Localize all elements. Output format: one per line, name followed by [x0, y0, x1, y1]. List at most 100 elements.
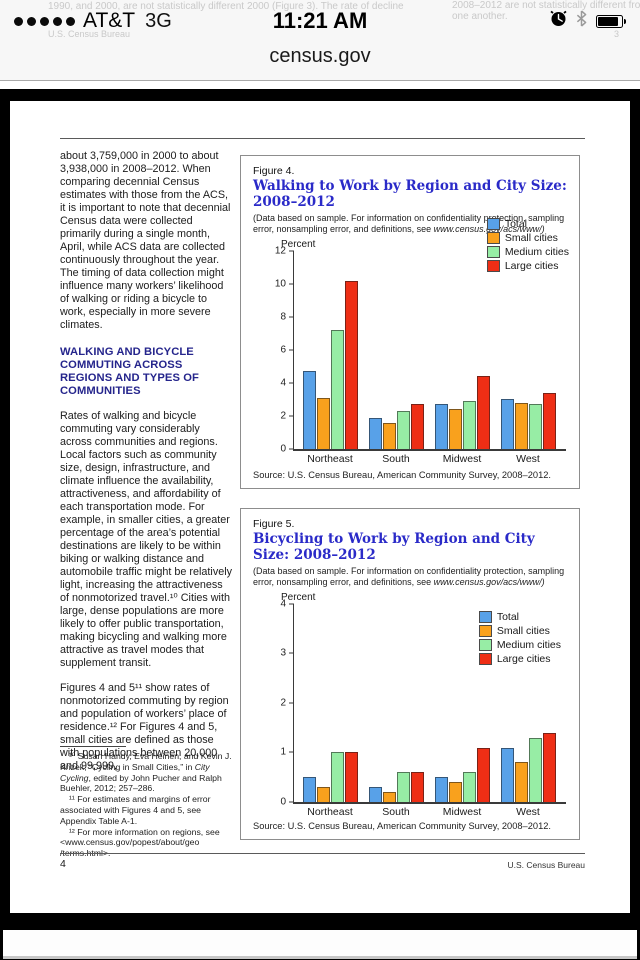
x-axis-label: West: [516, 452, 540, 465]
legend-item: Total: [486, 218, 569, 230]
x-axis-label: Northeast: [307, 452, 353, 465]
figure-note: (Data based on sample. For information o…: [253, 565, 565, 587]
bar-small-cities-midwest: [449, 409, 462, 449]
y-axis-title: Percent: [281, 591, 316, 603]
x-axis-labels: Northeast South Midwest West: [293, 451, 565, 465]
y-axis-tick: 2: [258, 410, 294, 421]
y-axis-tick: 10: [258, 278, 294, 289]
bar-medium-cities-midwest: [463, 772, 476, 802]
legend-swatch: [478, 653, 492, 665]
legend-swatch: [486, 260, 500, 272]
background-text-fragment: 1990, and 2000, are not statistically di…: [48, 1, 245, 12]
chart-legend: Total Small cities Medium cities Large citi…: [478, 611, 561, 665]
figure-label: Figure 5.: [253, 518, 295, 530]
browser-chrome: 1990, and 2000, are not statistically di…: [0, 0, 640, 81]
background-text-fragment: 2008–2012 are not statistically differen…: [452, 0, 640, 11]
legend-label: Large cities: [496, 653, 551, 665]
y-axis-tick: 0: [258, 796, 294, 807]
paragraph: Rates of walking and bicycle commuting v…: [60, 410, 233, 669]
bar-group-midwest: [433, 251, 493, 449]
bar-total-west: [501, 747, 514, 802]
network-type-label: 3G: [145, 9, 172, 32]
legend-item: Medium cities: [478, 639, 561, 651]
background-text-fragment: 2000 (Figure 3). The rate of decline: [247, 1, 404, 12]
legend-item: Large cities: [478, 653, 561, 665]
figure-label: Figure 4.: [253, 165, 295, 177]
legend-label: Large cities: [504, 260, 559, 272]
pdf-document-page: about 3,759,000 in 2000 to about 3,938,0…: [10, 101, 630, 913]
chart-legend: Total Small cities Medium cities Large citi…: [486, 218, 569, 272]
bar-total-midwest: [435, 777, 448, 802]
site-title[interactable]: census.gov: [269, 45, 371, 67]
legend-label: Small cities: [496, 625, 550, 637]
legend-label: Medium cities: [504, 246, 569, 258]
footer-publisher: U.S. Census Bureau: [507, 860, 585, 870]
legend-item: Large cities: [486, 260, 569, 272]
bar-medium-cities-west: [529, 404, 542, 449]
bar-total-south: [369, 417, 382, 449]
bluetooth-icon: [576, 10, 587, 32]
paragraph: about 3,759,000 in 2000 to about 3,938,0…: [60, 150, 231, 331]
footnotes: ¹⁰ Susan Handy, Eva Heinen, and Kevin J.…: [60, 746, 236, 859]
battery-icon: [595, 14, 626, 28]
x-axis-labels: Northeast South Midwest West: [293, 804, 565, 818]
clock-time: 11:21 AM: [272, 8, 368, 33]
bar-small-cities-west: [515, 402, 528, 449]
bar-medium-cities-midwest: [463, 401, 476, 449]
x-axis-label: South: [382, 805, 410, 818]
legend-swatch: [478, 639, 492, 651]
x-axis-label: Midwest: [442, 805, 482, 818]
legend-item: Medium cities: [486, 246, 569, 258]
paragraph: Figures 4 and 5¹¹ show rates of nonmotor…: [60, 682, 229, 772]
x-axis-label: Northeast: [307, 805, 353, 818]
y-axis-tick: 4: [258, 377, 294, 388]
y-axis-tick: 8: [258, 311, 294, 322]
legend-swatch: [478, 625, 492, 637]
y-axis-tick: 3: [258, 648, 294, 659]
x-axis-label: South: [382, 452, 410, 465]
background-text-fragment: U.S. Census Bureau: [48, 29, 131, 39]
y-axis-tick: 0: [258, 443, 294, 454]
legend-swatch: [486, 232, 500, 244]
page-top-rule: [60, 138, 585, 139]
footnote: ¹¹ For estimates and margins of error as…: [60, 794, 211, 826]
bar-large-cities-midwest: [477, 376, 490, 449]
background-text-fragment: one another.: [452, 11, 508, 22]
footnote: ¹⁰ Susan Handy, Eva Heinen, and Kevin J.…: [60, 751, 232, 794]
page-footer-rule: [60, 853, 585, 854]
legend-label: Total: [496, 611, 519, 623]
bar-large-cities-west: [543, 732, 556, 802]
y-axis-tick: 1: [258, 747, 294, 758]
bar-large-cities-south: [411, 404, 424, 449]
bar-group-northeast: [301, 604, 361, 802]
figure-source: Source: U.S. Census Bureau, American Com…: [253, 470, 551, 480]
bar-small-cities-south: [383, 792, 396, 802]
legend-item: Small cities: [486, 232, 569, 244]
alarm-clock-icon: [549, 10, 567, 32]
carrier-label: AT&T: [83, 9, 136, 32]
address-bar[interactable]: census.gov: [0, 42, 640, 80]
figure-title: Walking to Work by Region and City Size:…: [253, 178, 567, 211]
x-axis-label: Midwest: [442, 452, 482, 465]
bar-total-northeast: [303, 777, 316, 802]
bar-chart: Percent 0 2 4 6 8 10 12 Northeast South Midwest W…: [253, 239, 567, 465]
legend-item: Total: [478, 611, 561, 623]
bar-total-south: [369, 787, 382, 802]
bar-large-cities-west: [543, 392, 556, 449]
bar-total-midwest: [435, 404, 448, 449]
figure-5-panel: Figure 5. Bicycling to Work by Region an…: [240, 508, 580, 840]
legend-label: Total: [504, 218, 527, 230]
bar-group-south: [367, 251, 427, 449]
bar-large-cities-midwest: [477, 747, 490, 802]
bar-group-west: [499, 604, 559, 802]
signal-strength-icon: [14, 16, 75, 26]
bar-small-cities-midwest: [449, 782, 462, 802]
section-heading: WALKING AND BICYCLE COMMUTING ACROSS REG…: [60, 346, 199, 397]
bar-medium-cities-northeast: [331, 752, 344, 802]
bar-small-cities-west: [515, 762, 528, 802]
bar-large-cities-south: [411, 772, 424, 802]
y-axis-tick: 2: [258, 697, 294, 708]
bar-small-cities-south: [383, 422, 396, 449]
